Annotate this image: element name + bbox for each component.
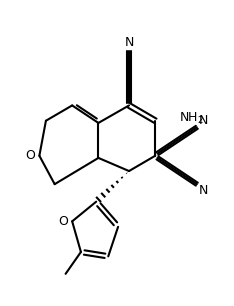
- Text: NH$_2$: NH$_2$: [179, 111, 204, 126]
- Text: O: O: [26, 149, 36, 162]
- Text: N: N: [199, 114, 208, 127]
- Text: N: N: [124, 35, 134, 49]
- Text: N: N: [199, 184, 208, 197]
- Text: O: O: [58, 215, 68, 228]
